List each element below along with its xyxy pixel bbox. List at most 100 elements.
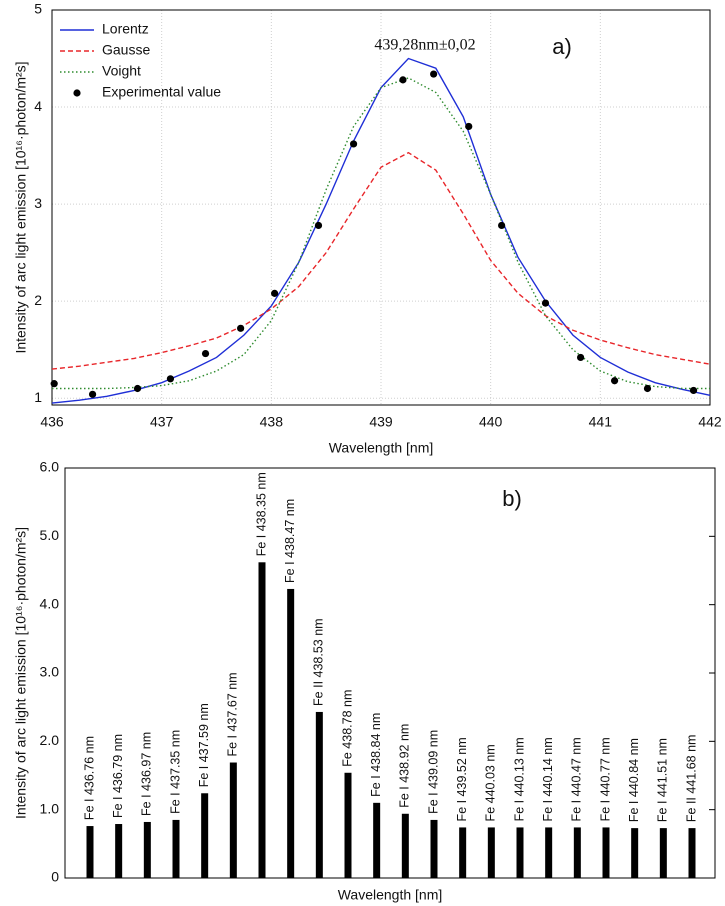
- bar: [659, 828, 667, 878]
- data-point: [314, 221, 323, 230]
- bar: [86, 826, 94, 878]
- legend-label: Lorentz: [102, 21, 149, 37]
- y-tick-label: 5.0: [40, 527, 60, 543]
- x-axis-label: Wavelength [nm]: [338, 887, 443, 903]
- bar-label: Fe I 438.92 nm: [398, 724, 412, 808]
- line-series: [52, 77, 710, 390]
- bar-label: Fe I 440.13 nm: [512, 737, 526, 821]
- data-point: [88, 390, 97, 398]
- bar-label: Fe II 441.68 nm: [684, 735, 698, 823]
- bar: [229, 762, 237, 878]
- y-tick-label: 2: [34, 292, 42, 308]
- bar: [688, 828, 696, 878]
- bar-label: Fe I 440.84 nm: [627, 738, 641, 822]
- bar-label: Fe I 440.77 nm: [598, 737, 612, 821]
- data-point: [576, 353, 585, 362]
- bar: [631, 828, 639, 878]
- x-tick-label: 436: [40, 414, 64, 430]
- bar: [545, 827, 553, 878]
- bar: [602, 827, 610, 878]
- data-point: [465, 122, 473, 131]
- bar-label: Fe 440.03 nm: [484, 744, 498, 821]
- bar-label: Fe 438.78 nm: [340, 690, 354, 767]
- y-tick-label: 0: [51, 869, 59, 885]
- bar-label: Fe I 440.47 nm: [570, 737, 584, 821]
- y-tick-label: 3: [34, 195, 42, 211]
- legend-label: Voight: [102, 63, 141, 79]
- data-point: [50, 380, 58, 388]
- bar-label: Fe II 438.53 nm: [312, 618, 326, 706]
- bar: [143, 821, 151, 878]
- annotation: 439,28nm±0,02: [374, 37, 475, 54]
- data-point: [689, 386, 698, 395]
- plot-frame: [51, 9, 711, 406]
- bar: [487, 827, 495, 878]
- y-tick-label: 3.0: [40, 664, 60, 680]
- plot-frame: [64, 467, 716, 879]
- data-point: [237, 324, 245, 332]
- legend-marker: [73, 89, 81, 97]
- bar-label: Fe I 436.97 nm: [140, 732, 154, 816]
- x-axis-label: Wavelength [nm]: [329, 440, 434, 456]
- bar: [373, 802, 381, 878]
- y-tick-label: 1: [34, 389, 42, 405]
- bar: [115, 824, 123, 878]
- data-point: [541, 299, 550, 307]
- annotation: a): [552, 34, 572, 59]
- data-point: [643, 384, 652, 393]
- bar: [401, 813, 409, 878]
- x-tick-label: 442: [698, 414, 722, 430]
- data-point: [271, 289, 279, 297]
- y-axis-label: Intensity of arc light emission [10¹⁶·ph…: [13, 61, 29, 353]
- bar-label: Fe I 438.35 nm: [254, 472, 268, 556]
- bar: [573, 827, 581, 878]
- y-tick-label: 5: [34, 1, 42, 17]
- bar: [172, 819, 180, 878]
- bar-label: Fe I 438.84 nm: [369, 713, 383, 797]
- bar-label: Fe I 436.76 nm: [82, 736, 96, 820]
- y-tick-label: 1.0: [40, 800, 60, 816]
- data-point: [133, 384, 142, 393]
- data-point: [430, 70, 438, 78]
- bar-label: Fe I 438.47 nm: [283, 499, 297, 583]
- legend-label: Experimental value: [102, 84, 221, 100]
- x-tick-label: 439: [369, 414, 393, 430]
- bar: [430, 819, 438, 878]
- y-tick-label: 4.0: [40, 595, 60, 611]
- bar-label: Fe I 436.79 nm: [111, 734, 125, 818]
- x-tick-label: 438: [260, 414, 284, 430]
- y-tick-label: 4: [34, 98, 42, 114]
- y-axis-label: Intensity of arc light emission [10¹⁶·ph…: [13, 527, 29, 819]
- bar: [315, 711, 323, 878]
- y-tick-label: 2.0: [40, 732, 60, 748]
- bar-label: Fe I 437.35 nm: [168, 730, 182, 814]
- data-point: [399, 76, 407, 84]
- bar-label: Fe I 437.67 nm: [226, 672, 240, 756]
- bar: [516, 827, 524, 878]
- legend-label: Gausse: [102, 42, 150, 58]
- data-point: [201, 349, 210, 358]
- data-point: [166, 375, 175, 383]
- x-tick-label: 437: [150, 414, 174, 430]
- data-point: [349, 140, 358, 148]
- bar-label: Fe I 439.52 nm: [455, 737, 469, 821]
- bar-label: Fe I 439.09 nm: [426, 730, 440, 814]
- annotation: b): [502, 486, 522, 511]
- bar: [344, 772, 352, 878]
- line-series: [51, 57, 711, 404]
- x-tick-label: 440: [479, 414, 503, 430]
- bar-label: Fe I 440.14 nm: [541, 737, 555, 821]
- bar: [287, 588, 295, 878]
- line-series: [51, 151, 711, 370]
- bar: [258, 562, 266, 878]
- bar: [459, 827, 467, 878]
- bar: [201, 793, 209, 878]
- bar-label: Fe I 437.59 nm: [197, 703, 211, 787]
- x-tick-label: 441: [589, 414, 613, 430]
- bar-label: Fe I 441.51 nm: [656, 738, 670, 822]
- y-tick-label: 6.0: [40, 459, 60, 475]
- data-point: [498, 221, 506, 230]
- data-point: [610, 377, 619, 385]
